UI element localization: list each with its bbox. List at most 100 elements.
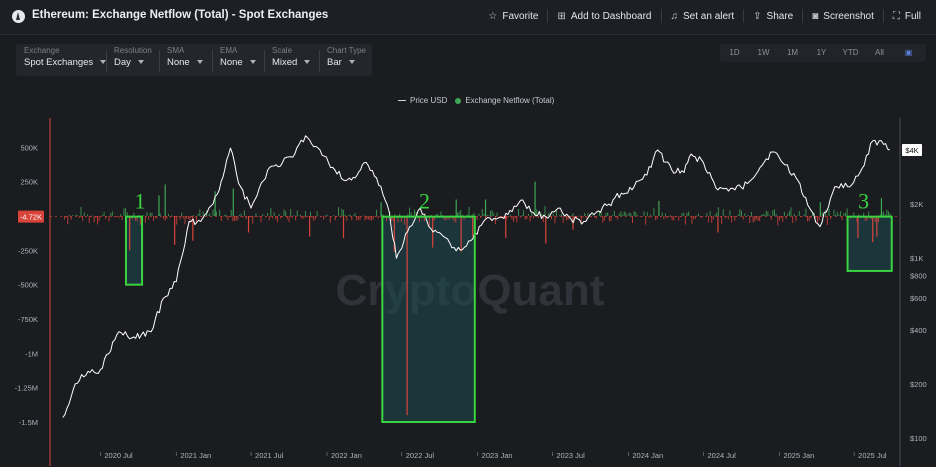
chevron-down-icon	[196, 60, 203, 65]
ema-label: EMA	[220, 46, 238, 55]
exchange-value: Spot Exchanges	[24, 57, 94, 68]
chart-legend: Price USD Exchange Netflow (Total)	[398, 96, 554, 105]
scale-value: Mixed	[272, 57, 298, 68]
y-right-tick-label: $1K	[910, 254, 923, 263]
highlight-region-label: 3	[858, 189, 869, 214]
y-left-tick-label: -1.5M	[19, 418, 38, 427]
range-1w-button[interactable]: 1W	[757, 48, 770, 57]
y-right-tick-label: $100	[910, 434, 927, 443]
resolution-value: Day	[114, 57, 131, 68]
chevron-down-icon	[249, 60, 256, 65]
x-tick-label: 2024 Jan	[632, 451, 663, 460]
divider	[264, 50, 265, 72]
set-alert-label: Set an alert	[683, 10, 735, 22]
y-right-tick-label: $800	[910, 272, 927, 281]
favorite-button[interactable]: ☆ Favorite	[479, 9, 547, 23]
x-tick-label: 2020 Jul	[104, 451, 133, 460]
price-legend-label[interactable]: Price USD	[410, 96, 448, 105]
add-dashboard-icon: ⊞	[557, 10, 566, 22]
chart-type-label: Chart Type	[327, 46, 366, 55]
favorite-label: Favorite	[502, 10, 539, 22]
highlight-region-label: 2	[419, 189, 430, 214]
highlight-region-box	[124, 215, 144, 286]
y-right-tick-label: $200	[910, 380, 927, 389]
y-left-tick-label: -500K	[18, 281, 38, 290]
y-right-tick-label: $600	[910, 294, 927, 303]
chevron-down-icon	[137, 60, 144, 65]
x-tick-label: 2023 Jul	[556, 451, 585, 460]
chart-controls: Exchange Spot Exchanges Resolution Day S…	[16, 44, 372, 76]
x-tick-label: 2022 Jan	[331, 451, 362, 460]
set-alert-button[interactable]: ♫ Set an alert	[660, 9, 744, 23]
y-left-tick-label: 250K	[20, 178, 38, 187]
time-range-selector: 1D 1W 1M 1Y YTD All ▣	[720, 44, 926, 62]
resolution-label: Resolution	[114, 46, 152, 55]
price-legend-swatch	[398, 100, 406, 102]
share-label: Share	[766, 10, 794, 22]
scale-select[interactable]: Scale Mixed	[272, 46, 311, 68]
add-to-dashboard-button[interactable]: ⊞ Add to Dashboard	[547, 9, 660, 23]
x-tick-label: 2021 Jan	[180, 451, 211, 460]
highlight-region-fill	[382, 216, 475, 422]
highlight-region-fill	[847, 216, 892, 271]
divider	[106, 50, 107, 72]
exchange-select[interactable]: Exchange Spot Exchanges	[24, 46, 107, 68]
fullscreen-label: Full	[904, 10, 921, 22]
ema-value: None	[220, 57, 243, 68]
range-all-button[interactable]: All	[875, 48, 884, 57]
chevron-down-icon	[304, 60, 311, 65]
share-button[interactable]: ⇪ Share	[743, 9, 802, 23]
range-1m-button[interactable]: 1M	[786, 48, 799, 57]
x-tick-label: 2025 Jan	[783, 451, 814, 460]
range-ytd-button[interactable]: YTD	[842, 48, 859, 57]
ethereum-icon	[12, 10, 25, 23]
chevron-down-icon	[100, 60, 107, 65]
x-tick-label: 2023 Jan	[482, 451, 513, 460]
fullscreen-button[interactable]: ⛶ Full	[882, 9, 930, 23]
y-left-tick-label: -250K	[18, 246, 38, 255]
current-price-badge	[902, 144, 922, 156]
x-tick-label: 2022 Jul	[406, 451, 435, 460]
chart-type-select[interactable]: Chart Type Bar	[327, 46, 366, 68]
ema-select[interactable]: EMA None	[220, 46, 256, 68]
exchange-label: Exchange	[24, 46, 60, 55]
y-left-tick-label: -1M	[25, 349, 38, 358]
y-left-tick-label: -1.25M	[15, 384, 38, 393]
x-tick-label: 2025 Jul	[858, 451, 887, 460]
resolution-select[interactable]: Resolution Day	[114, 46, 152, 68]
screenshot-label: Screenshot	[823, 10, 874, 22]
sma-select[interactable]: SMA None	[167, 46, 203, 68]
chart-title: Ethereum: Exchange Netflow (Total) - Spo…	[32, 9, 329, 21]
y-left-tick-label: -750K	[18, 315, 38, 324]
scale-label: Scale	[272, 46, 293, 55]
current-netflow-badge	[18, 210, 44, 223]
header-actions: ☆ Favorite ⊞ Add to Dashboard ♫ Set an aler…	[479, 9, 930, 23]
y-left-tick-label: -4.72K	[20, 213, 42, 222]
range-1d-button[interactable]: 1D	[729, 48, 740, 57]
add-to-dashboard-label: Add to Dashboard	[570, 10, 652, 22]
divider	[159, 50, 160, 72]
camera-icon: ◙	[812, 10, 819, 22]
calendar-icon[interactable]: ▣	[904, 48, 913, 57]
top-bar: Ethereum: Exchange Netflow (Total) - Spo…	[0, 0, 936, 35]
price-line	[62, 135, 890, 418]
highlight-region-box	[381, 215, 476, 423]
fullscreen-icon: ⛶	[892, 10, 900, 22]
y-right-tick-label: $2K	[910, 200, 923, 209]
range-1y-button[interactable]: 1Y	[816, 48, 827, 57]
highlight-region-fill	[125, 216, 143, 285]
highlight-region-box	[846, 215, 893, 272]
chevron-down-icon	[348, 60, 355, 65]
divider	[319, 50, 320, 72]
chart-type-value: Bar	[327, 57, 342, 68]
screenshot-button[interactable]: ◙ Screenshot	[802, 9, 883, 23]
share-icon: ⇪	[753, 10, 762, 22]
y-left-tick-label: 500K	[20, 143, 38, 152]
netflow-legend-swatch	[455, 97, 462, 104]
divider	[212, 50, 213, 72]
x-tick-label: 2021 Jul	[255, 451, 284, 460]
highlight-region-label: 1	[134, 189, 145, 214]
x-tick-label: 2024 Jul	[707, 451, 736, 460]
netflow-legend-label[interactable]: Exchange Netflow (Total)	[465, 96, 555, 105]
